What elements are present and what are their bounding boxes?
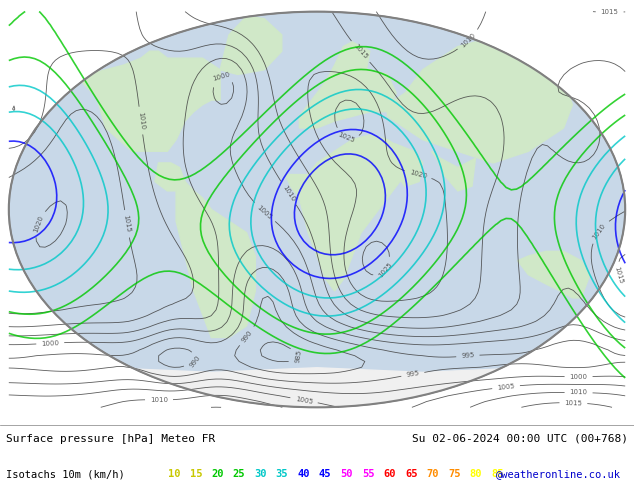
Polygon shape: [387, 42, 573, 163]
Text: 1000: 1000: [212, 71, 231, 82]
Text: 1010: 1010: [137, 111, 145, 130]
Polygon shape: [220, 16, 281, 74]
Text: 15: 15: [190, 469, 202, 479]
Polygon shape: [326, 42, 370, 81]
Text: 70: 70: [427, 469, 439, 479]
Text: 1010: 1010: [460, 32, 477, 49]
Text: 990: 990: [188, 354, 201, 368]
Text: 1025: 1025: [337, 132, 356, 144]
Text: 40: 40: [297, 469, 310, 479]
Text: 995: 995: [461, 352, 475, 359]
Text: 1020: 1020: [32, 215, 44, 233]
Text: 30: 30: [254, 469, 267, 479]
Polygon shape: [432, 151, 476, 191]
Text: 75: 75: [448, 469, 461, 479]
Text: Isotachs 10m (km/h): Isotachs 10m (km/h): [6, 469, 125, 479]
Text: 1000: 1000: [569, 374, 588, 380]
Text: 80: 80: [470, 469, 482, 479]
Text: 60: 60: [384, 469, 396, 479]
Polygon shape: [18, 51, 220, 151]
Polygon shape: [285, 135, 405, 291]
Text: 1010: 1010: [281, 184, 296, 202]
Text: 1010: 1010: [150, 397, 168, 403]
Text: Surface pressure [hPa] Meteo FR: Surface pressure [hPa] Meteo FR: [6, 434, 216, 444]
Text: 1010: 1010: [569, 390, 588, 396]
Polygon shape: [155, 163, 185, 191]
Ellipse shape: [9, 12, 625, 407]
Text: 1015: 1015: [353, 43, 368, 60]
Text: 1015: 1015: [564, 399, 583, 406]
Text: 1015: 1015: [614, 266, 624, 285]
Polygon shape: [378, 140, 423, 186]
Text: 1005: 1005: [497, 383, 515, 391]
Text: 990: 990: [240, 329, 254, 343]
Text: 1020: 1020: [408, 170, 427, 180]
Text: 1000: 1000: [41, 340, 60, 347]
Polygon shape: [176, 181, 256, 338]
Text: 995: 995: [406, 370, 420, 378]
Text: 1015: 1015: [122, 215, 131, 233]
Text: 50: 50: [340, 469, 353, 479]
Polygon shape: [518, 251, 590, 298]
Polygon shape: [0, 368, 634, 407]
Polygon shape: [299, 65, 396, 128]
Text: 1005: 1005: [256, 204, 273, 220]
Text: 25: 25: [233, 469, 245, 479]
Text: 10: 10: [168, 469, 181, 479]
Text: @weatheronline.co.uk: @weatheronline.co.uk: [496, 469, 621, 479]
Polygon shape: [546, 112, 567, 140]
Text: 1010: 1010: [592, 222, 607, 240]
Text: 1025: 1025: [377, 261, 393, 278]
Text: 65: 65: [405, 469, 418, 479]
Text: 55: 55: [362, 469, 375, 479]
Text: 45: 45: [319, 469, 332, 479]
Text: Su 02-06-2024 00:00 UTC (00+768): Su 02-06-2024 00:00 UTC (00+768): [411, 434, 628, 444]
Text: 1015: 1015: [600, 9, 619, 15]
Text: 35: 35: [276, 469, 288, 479]
Text: 85: 85: [491, 469, 504, 479]
Text: 20: 20: [211, 469, 224, 479]
Text: 90: 90: [513, 469, 526, 479]
Text: 985: 985: [295, 349, 303, 363]
Text: 1005: 1005: [295, 395, 313, 405]
